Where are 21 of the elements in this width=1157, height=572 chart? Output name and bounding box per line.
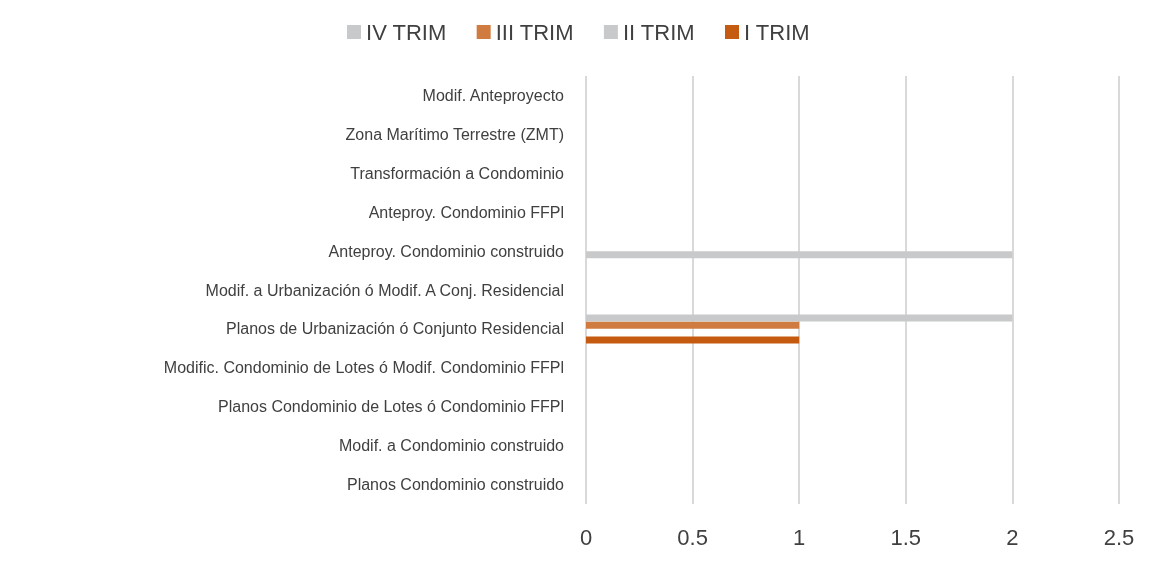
legend-label: I TRIM <box>743 19 810 45</box>
x-tick-label: 2 <box>1006 524 1019 550</box>
y-tick-label: Planos de Urbanización ó Conjunto Residencial <box>226 320 564 338</box>
legend-label: III TRIM <box>495 19 574 45</box>
y-tick-label: Planos Condominio construido <box>346 476 565 494</box>
y-tick-label: Modif. a Condominio construido <box>338 437 565 455</box>
y-tick-label: Modif. Anteproyecto <box>422 86 565 104</box>
y-tick-label: Modif. a Urbanización ó Modif. A Conj. Residencial <box>205 281 564 299</box>
x-tick-label: 0.5 <box>677 524 708 550</box>
legend-label: II TRIM <box>622 19 695 45</box>
y-tick-label: Zona Marítimo Terrestre (ZMT) <box>345 125 564 143</box>
x-tick-label: 0 <box>579 524 593 550</box>
y-tick-label: Anteproy. Condominio FFPl <box>368 203 564 221</box>
y-tick-label: Anteproy. Condominio construido <box>328 242 565 260</box>
y-tick-label: Transformación a Condominio <box>350 164 565 182</box>
y-tick-label: Modific. Condominio de Lotes ó Modif. Condominio FFPl <box>163 359 564 377</box>
x-tick-label: 1 <box>793 524 806 550</box>
y-tick-label: Planos Condominio de Lotes ó Condominio FFPl <box>218 398 564 416</box>
x-tick-label: 1.5 <box>890 524 922 550</box>
legend-label: IV TRIM <box>366 19 447 45</box>
x-tick-label: 2.5 <box>1103 524 1135 550</box>
